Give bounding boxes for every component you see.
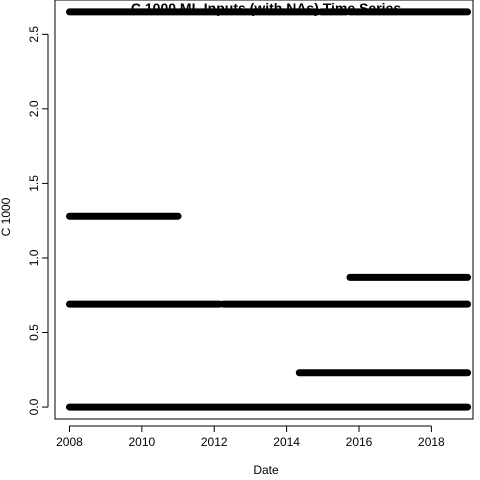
y-tick-label: 2.0 — [27, 100, 41, 117]
x-axis-label: Date — [253, 463, 279, 477]
y-tick-label: 2.5 — [27, 26, 41, 43]
x-tick-label: 2014 — [273, 435, 300, 449]
y-tick-label: 1.0 — [27, 249, 41, 266]
x-tick-label: 2018 — [418, 435, 445, 449]
data-bands — [65, 8, 472, 411]
x-tick-label: 2012 — [201, 435, 228, 449]
y-axis: 0.0 0.5 1.0 1.5 2.0 2.5 — [27, 26, 49, 415]
x-tick-label: 2016 — [346, 435, 373, 449]
plot-area — [54, 0, 474, 420]
x-tick-label: 2008 — [56, 435, 83, 449]
y-tick-label: 0.0 — [27, 398, 41, 415]
y-axis-label: C 1000 — [0, 197, 13, 236]
x-tick-label: 2010 — [129, 435, 156, 449]
y-tick-label: 0.5 — [27, 324, 41, 341]
y-tick-label: 1.5 — [27, 175, 41, 192]
x-axis: 2008 2010 2012 2014 2016 2018 — [56, 425, 445, 449]
